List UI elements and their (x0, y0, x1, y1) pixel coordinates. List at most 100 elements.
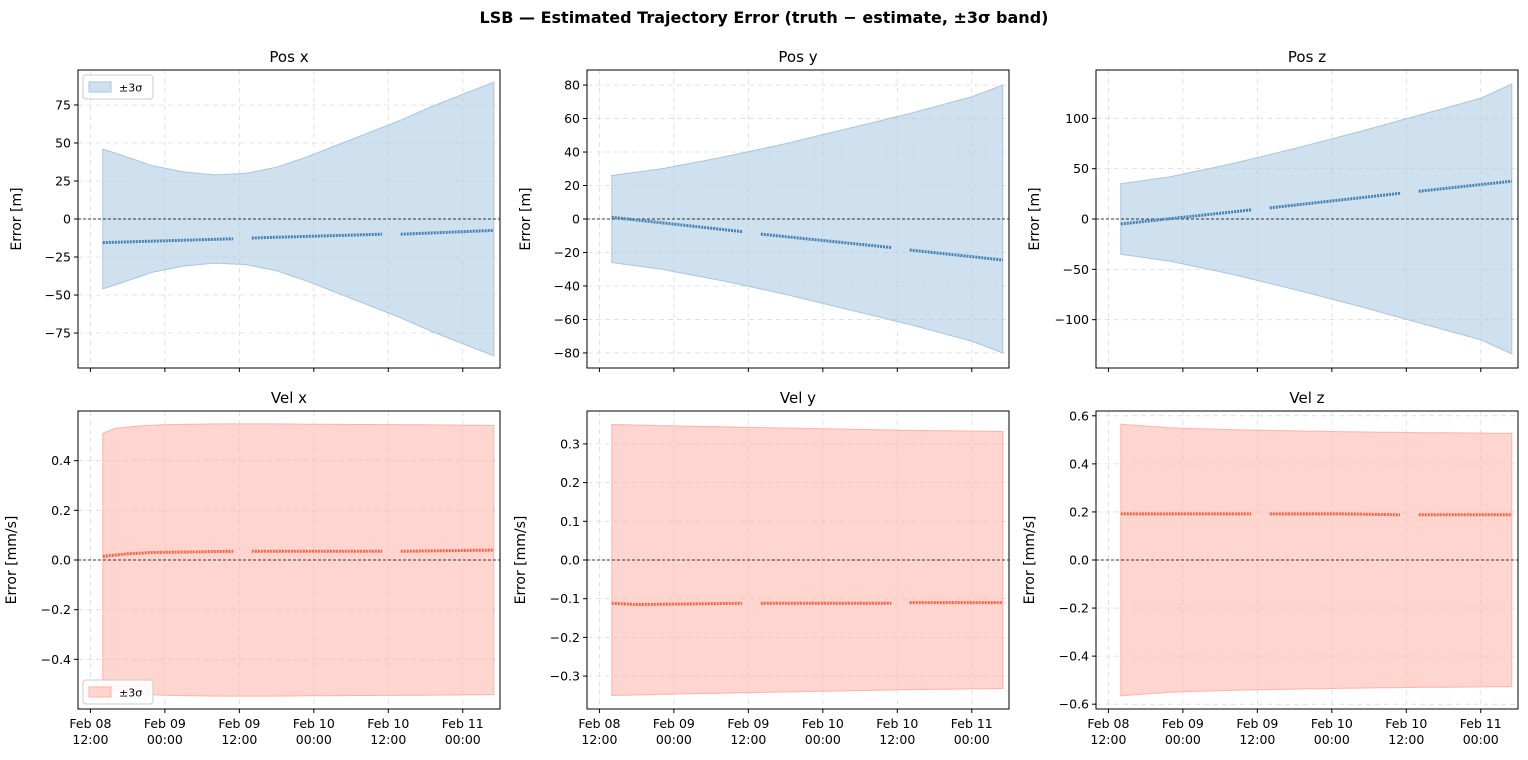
y-axis-label: Error [mm/s] (513, 516, 529, 605)
x-tick-label-time: 00:00 (656, 732, 692, 747)
subplot-title: Pos x (269, 48, 308, 66)
x-tick-label-time: 00:00 (1165, 732, 1201, 747)
x-tick-label-date: Feb 11 (951, 716, 993, 731)
y-tick-label: −0.2 (550, 630, 580, 645)
error-series-segment-2 (1269, 191, 1401, 210)
y-tick-label: 0.0 (51, 553, 71, 568)
x-tick-label-date: Feb 10 (293, 716, 335, 731)
legend-label: ±3σ (119, 687, 142, 700)
x-tick-label-date: Feb 08 (578, 716, 620, 731)
error-series-segment-2 (760, 232, 892, 249)
x-tick-label-time: 12:00 (370, 732, 406, 747)
subplot-title: Pos y (778, 48, 817, 66)
y-tick-label: 0.0 (560, 553, 580, 568)
y-tick-label: 75 (55, 97, 71, 112)
error-series-segment-3 (400, 548, 494, 553)
y-tick-label: 60 (564, 111, 580, 126)
y-tick-label: −20 (554, 245, 580, 260)
x-tick-label-time: 12:00 (1388, 732, 1424, 747)
figure-title: LSB — Estimated Trajectory Error (truth … (479, 8, 1049, 27)
y-tick-label: −0.6 (1059, 697, 1089, 712)
x-tick-label-date: Feb 10 (1385, 716, 1427, 731)
legend-swatch (88, 81, 112, 93)
x-tick-label-date: Feb 10 (802, 716, 844, 731)
y-tick-label: 100 (1065, 111, 1089, 126)
y-tick-label: 0.1 (560, 514, 580, 529)
legend-box (82, 679, 154, 705)
error-series-segment-1 (102, 237, 234, 245)
error-series-segment-1 (102, 549, 234, 558)
y-tick-label: −0.1 (550, 591, 580, 606)
subplot-title: Vel y (780, 389, 816, 407)
y-axis-label: Error [m] (518, 187, 534, 250)
y-tick-label: 0.2 (1069, 504, 1089, 519)
x-tick-label-time: 12:00 (1239, 732, 1275, 747)
x-tick-label-date: Feb 10 (367, 716, 409, 731)
x-tick-label-date: Feb 09 (727, 716, 769, 731)
y-tick-label: 0.2 (51, 503, 71, 518)
subplot-title: Vel z (1289, 389, 1324, 407)
y-tick-label: −80 (554, 345, 580, 360)
x-tick-label-date: Feb 10 (1311, 716, 1353, 731)
x-tick-label-date: Feb 10 (876, 716, 918, 731)
legend-box (82, 74, 154, 100)
x-tick-label-date: Feb 09 (218, 716, 260, 731)
y-axis-label: Error [m] (1027, 187, 1043, 250)
error-series-segment-1 (1120, 208, 1252, 226)
y-tick-label: −0.4 (41, 652, 71, 667)
error-series-segment-1 (611, 215, 743, 234)
y-tick-label: −25 (45, 250, 71, 265)
x-tick-label-time: 12:00 (72, 732, 108, 747)
error-series-segment-3 (1418, 179, 1512, 193)
y-tick-label: −50 (45, 288, 71, 303)
subplot-pos-y: −80 −60 −40 −20 0 20 40 60 80 Pos y Error [m] (518, 48, 1010, 372)
y-tick-label: −0.4 (1059, 649, 1089, 664)
y-tick-label: 0.6 (1069, 408, 1089, 423)
y-tick-label: 50 (1073, 161, 1089, 176)
subplot-pos-z: −100 −50 0 50 100 Pos z Error [m] (1027, 48, 1519, 372)
y-tick-label: −0.3 (550, 669, 580, 684)
y-tick-label: 50 (55, 135, 71, 150)
y-tick-label: −0.2 (1059, 601, 1089, 616)
x-tick-label-date: Feb 11 (442, 716, 484, 731)
legend-label: ±3σ (119, 82, 142, 95)
y-tick-label: −60 (554, 312, 580, 327)
error-series-segment-2 (1269, 512, 1401, 517)
x-tick-label-date: Feb 09 (1236, 716, 1278, 731)
x-tick-label-date: Feb 11 (1460, 716, 1502, 731)
y-tick-label: 0 (572, 212, 580, 227)
y-tick-label: 20 (564, 178, 580, 193)
subplot-title: Pos z (1288, 48, 1326, 66)
subplot-pos-x: −75 −50 −25 0 25 50 75 Pos x Error [m] ±3σ (9, 48, 501, 372)
y-tick-label: 0 (1081, 212, 1089, 227)
y-tick-label: 25 (55, 173, 71, 188)
x-tick-label-time: 00:00 (805, 732, 841, 747)
y-axis-label: Error [m] (9, 187, 25, 250)
y-axis-label: Error [mm/s] (1022, 516, 1038, 605)
error-series-segment-3 (400, 228, 494, 236)
x-tick-label-time: 00:00 (445, 732, 481, 747)
y-tick-label: 0.0 (1069, 553, 1089, 568)
legend-swatch (88, 686, 112, 698)
x-tick-label-time: 00:00 (954, 732, 990, 747)
x-tick-label-date: Feb 08 (1087, 716, 1129, 731)
y-tick-label: −75 (45, 326, 71, 341)
x-tick-label-date: Feb 08 (69, 716, 111, 731)
x-tick-label-time: 00:00 (296, 732, 332, 747)
subplot-title: Vel x (271, 389, 307, 407)
x-tick-label-time: 00:00 (147, 732, 183, 747)
error-series-segment-3 (909, 248, 1003, 262)
y-axis-label: Error [mm/s] (4, 516, 20, 605)
x-tick-label-date: Feb 09 (144, 716, 186, 731)
legend: ±3σ (82, 74, 154, 100)
y-tick-label: 40 (564, 145, 580, 160)
y-tick-label: 0.3 (560, 436, 580, 451)
x-tick-label-time: 00:00 (1463, 732, 1499, 747)
error-series-segment-1 (611, 601, 743, 607)
x-tick-label-time: 12:00 (581, 732, 617, 747)
x-tick-label-time: 00:00 (1314, 732, 1350, 747)
x-tick-label-date: Feb 09 (1162, 716, 1204, 731)
